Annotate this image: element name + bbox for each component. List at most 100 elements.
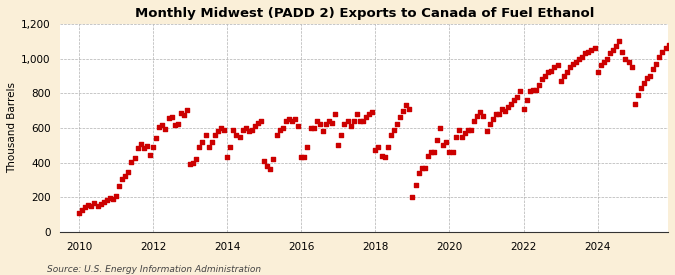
Point <box>490 112 501 116</box>
Point <box>595 63 606 68</box>
Point <box>450 134 461 139</box>
Point <box>481 129 492 134</box>
Point <box>315 122 325 127</box>
Point <box>330 112 341 116</box>
Point <box>382 145 393 149</box>
Point <box>256 119 267 123</box>
Point <box>506 101 516 106</box>
Point <box>259 159 269 163</box>
Point <box>135 142 146 147</box>
Point <box>475 110 486 114</box>
Point <box>246 127 257 132</box>
Point <box>562 70 572 75</box>
Point <box>194 145 205 149</box>
Text: Source: U.S. Energy Information Administration: Source: U.S. Energy Information Administ… <box>47 265 261 274</box>
Point <box>444 150 455 154</box>
Point <box>188 160 198 165</box>
Point <box>265 167 276 172</box>
Point <box>657 50 668 54</box>
Point <box>280 119 291 123</box>
Point <box>203 145 214 149</box>
Point <box>333 143 344 147</box>
Point <box>342 119 353 123</box>
Point <box>169 123 180 127</box>
Point <box>336 133 347 137</box>
Point <box>549 65 560 69</box>
Point <box>80 205 90 209</box>
Point <box>367 110 378 114</box>
Point <box>138 145 149 150</box>
Point <box>435 126 446 130</box>
Point <box>599 60 610 64</box>
Point <box>577 55 588 59</box>
Point <box>466 127 477 132</box>
Point <box>262 164 273 168</box>
Point <box>360 115 371 120</box>
Point <box>274 127 285 132</box>
Point <box>392 122 402 127</box>
Point <box>376 153 387 158</box>
Point <box>454 127 464 132</box>
Point <box>456 134 467 139</box>
Point <box>639 81 649 85</box>
Point <box>447 150 458 154</box>
Point <box>540 74 551 78</box>
Point <box>648 67 659 71</box>
Point <box>352 112 362 116</box>
Point <box>438 143 449 147</box>
Point <box>583 50 594 54</box>
Point <box>537 77 547 82</box>
Point <box>287 119 298 123</box>
Point <box>666 48 675 52</box>
Point <box>423 153 433 158</box>
Point <box>484 122 495 127</box>
Point <box>144 153 155 157</box>
Point <box>564 65 575 69</box>
Point <box>515 89 526 94</box>
Point <box>672 63 675 68</box>
Point <box>228 127 239 132</box>
Point <box>160 126 171 131</box>
Title: Monthly Midwest (PADD 2) Exports to Canada of Fuel Ethanol: Monthly Midwest (PADD 2) Exports to Cana… <box>134 7 594 20</box>
Point <box>299 155 310 160</box>
Point <box>244 129 254 134</box>
Point <box>271 133 282 137</box>
Point <box>670 56 675 61</box>
Point <box>546 68 557 73</box>
Point <box>358 119 369 123</box>
Point <box>385 133 396 137</box>
Point <box>219 127 230 132</box>
Point <box>601 56 612 61</box>
Point <box>148 145 159 149</box>
Point <box>521 98 532 102</box>
Point <box>213 129 223 134</box>
Point <box>166 114 177 119</box>
Point <box>293 124 304 128</box>
Point <box>323 119 334 123</box>
Point <box>617 50 628 54</box>
Point <box>348 119 359 123</box>
Point <box>86 204 97 208</box>
Point <box>570 60 581 64</box>
Point <box>410 183 421 187</box>
Point <box>132 145 143 150</box>
Point <box>493 112 504 116</box>
Point <box>425 150 436 154</box>
Point <box>379 155 390 160</box>
Point <box>614 39 624 43</box>
Point <box>99 200 109 205</box>
Point <box>191 157 202 161</box>
Point <box>518 107 529 111</box>
Point <box>277 126 288 130</box>
Point <box>237 127 248 132</box>
Point <box>534 82 545 87</box>
Point <box>111 194 122 199</box>
Point <box>558 74 569 78</box>
Point <box>429 150 439 154</box>
Point <box>321 122 331 127</box>
Point <box>611 44 622 49</box>
Point <box>327 120 338 125</box>
Point <box>182 108 192 112</box>
Point <box>395 115 406 120</box>
Point <box>370 148 381 153</box>
